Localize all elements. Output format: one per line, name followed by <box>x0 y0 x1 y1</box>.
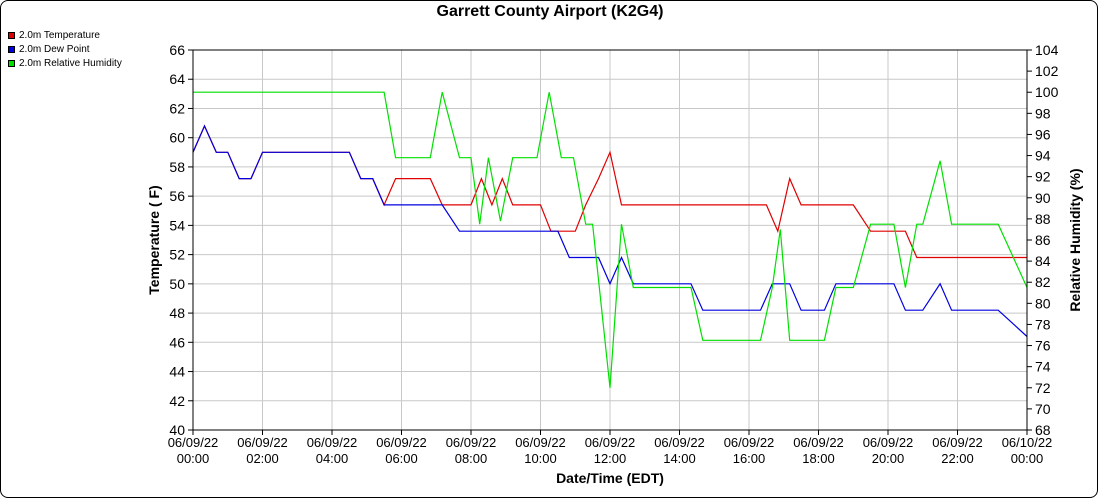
y2-tick-label: 84 <box>1035 253 1051 269</box>
y-axis-label: Temperature ( F) <box>146 185 162 294</box>
y-tick-label: 64 <box>169 71 185 87</box>
y-tick-label: 42 <box>169 393 185 409</box>
x-tick-date-label: 06/09/22 <box>376 435 427 450</box>
legend-item-dew-point: 2.0m Dew Point <box>8 42 122 56</box>
x-axis-label: Date/Time (EDT) <box>556 470 664 486</box>
x-tick-date-label: 06/09/22 <box>446 435 497 450</box>
x-tick-time-label: 20:00 <box>872 451 905 466</box>
x-tick-time-label: 22:00 <box>941 451 974 466</box>
x-tick-date-label: 06/09/22 <box>932 435 983 450</box>
x-tick-date-label: 06/09/22 <box>515 435 566 450</box>
y2-tick-label: 74 <box>1035 359 1051 375</box>
x-tick-time-label: 04:00 <box>316 451 349 466</box>
y2-tick-label: 78 <box>1035 316 1051 332</box>
y2-tick-label: 80 <box>1035 295 1051 311</box>
y-tick-label: 62 <box>169 100 185 116</box>
y2-tick-label: 76 <box>1035 338 1051 354</box>
legend: 2.0m Temperature 2.0m Dew Point 2.0m Rel… <box>8 28 122 70</box>
x-tick-time-label: 14:00 <box>663 451 696 466</box>
y-tick-label: 44 <box>169 364 185 380</box>
y2-tick-label: 68 <box>1035 422 1051 438</box>
y2-tick-label: 88 <box>1035 211 1051 227</box>
series-line-dew-point <box>192 124 1028 337</box>
y2-tick-label: 92 <box>1035 169 1051 185</box>
x-tick-time-label: 18:00 <box>802 451 835 466</box>
x-tick-time-label: 12:00 <box>594 451 627 466</box>
x-tick-time-label: 06:00 <box>385 451 418 466</box>
x-tick-date-label: 06/09/22 <box>863 435 914 450</box>
y2-tick-label: 70 <box>1035 401 1051 417</box>
y2-tick-label: 86 <box>1035 232 1051 248</box>
y-tick-label: 56 <box>169 188 185 204</box>
x-axis-ticks: 06/09/2200:0006/09/2202:0006/09/2204:000… <box>168 430 1053 466</box>
x-tick-date-label: 06/09/22 <box>724 435 775 450</box>
y2-tick-label: 72 <box>1035 380 1051 396</box>
y-tick-label: 52 <box>169 247 185 263</box>
y2-axis-label: Relative Humidity (%) <box>1067 168 1083 311</box>
y-tick-label: 50 <box>169 276 185 292</box>
y2-tick-label: 104 <box>1035 42 1059 58</box>
legend-swatch-relative-humidity <box>8 59 15 67</box>
legend-label-temperature: 2.0m Temperature <box>19 29 100 41</box>
y2-tick-label: 96 <box>1035 126 1051 142</box>
legend-label-dew-point: 2.0m Dew Point <box>19 43 90 55</box>
chart-title: Garrett County Airport (K2G4) <box>436 3 664 20</box>
x-tick-time-label: 10:00 <box>524 451 557 466</box>
x-tick-time-label: 00:00 <box>1011 451 1044 466</box>
legend-swatch-dew-point <box>8 45 15 53</box>
x-tick-date-label: 06/10/22 <box>1002 435 1053 450</box>
y-tick-label: 60 <box>169 130 185 146</box>
legend-item-temperature: 2.0m Temperature <box>8 28 122 42</box>
right-axis-ticks: 68 70 72 74 76 78 80 82 84 86 88 90 92 94 96 98 100 102 10… <box>1027 42 1059 438</box>
y-tick-label: 46 <box>169 334 185 350</box>
x-tick-date-label: 06/09/22 <box>585 435 636 450</box>
y-tick-label: 66 <box>169 42 185 58</box>
y2-tick-label: 98 <box>1035 105 1051 121</box>
series-lines <box>192 91 1028 388</box>
x-tick-time-label: 02:00 <box>246 451 279 466</box>
y2-tick-label: 102 <box>1035 63 1059 79</box>
gridlines <box>192 49 1028 431</box>
x-tick-date-label: 06/09/22 <box>654 435 705 450</box>
series-line-relative-humidity <box>193 91 1028 388</box>
left-axis-ticks: 40 42 44 46 48 50 52 54 56 58 60 62 64 66 <box>169 42 193 438</box>
legend-swatch-temperature <box>8 31 15 39</box>
legend-label-relative-humidity: 2.0m Relative Humidity <box>19 57 122 69</box>
y-tick-label: 58 <box>169 159 185 175</box>
x-tick-date-label: 06/09/22 <box>168 435 219 450</box>
x-tick-time-label: 00:00 <box>177 451 210 466</box>
x-tick-time-label: 16:00 <box>733 451 766 466</box>
x-tick-date-label: 06/09/22 <box>237 435 288 450</box>
y-tick-label: 48 <box>169 305 185 321</box>
y-tick-label: 40 <box>169 422 185 438</box>
legend-item-relative-humidity: 2.0m Relative Humidity <box>8 56 122 70</box>
y2-tick-label: 94 <box>1035 148 1051 164</box>
y2-tick-label: 100 <box>1035 84 1059 100</box>
y2-tick-label: 82 <box>1035 274 1051 290</box>
x-tick-time-label: 08:00 <box>455 451 488 466</box>
y2-tick-label: 90 <box>1035 190 1051 206</box>
y-tick-label: 54 <box>169 217 185 233</box>
x-tick-date-label: 06/09/22 <box>307 435 358 450</box>
x-tick-date-label: 06/09/22 <box>793 435 844 450</box>
